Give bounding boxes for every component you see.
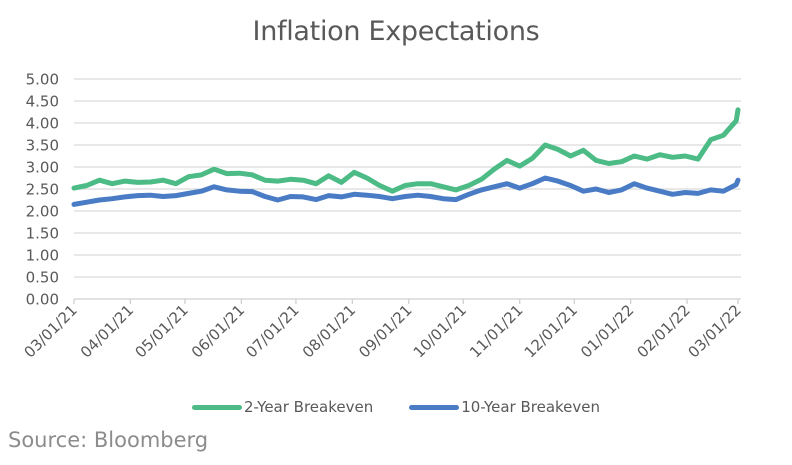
x-tick-label: 06/01/21: [188, 301, 248, 361]
x-tick-label: 07/01/21: [242, 301, 302, 361]
x-tick-label: 04/01/21: [77, 301, 137, 361]
x-tick-label: 05/01/21: [131, 301, 191, 361]
legend-swatch-2-year: [191, 404, 242, 410]
legend-label-10-year: 10-Year Breakeven: [461, 398, 601, 416]
legend-item-2-year: 2-Year Breakeven: [191, 398, 374, 416]
y-tick-label: 4.00: [26, 115, 59, 133]
y-tick-label: 3.00: [26, 159, 59, 177]
legend: 2-Year Breakeven 10-Year Breakeven: [0, 398, 792, 416]
y-tick-label: 0.50: [26, 269, 59, 287]
x-axis: 03/01/2104/01/2105/01/2106/01/2107/01/21…: [20, 298, 745, 361]
y-tick-label: 3.50: [26, 137, 59, 155]
y-tick-label: 1.00: [26, 247, 59, 265]
y-axis-ticks: 0.00 0.50 1.00 1.50 2.00 2.50 3.00 3.50 4.00 4.50…: [26, 71, 59, 309]
y-tick-label: 0.00: [26, 291, 59, 309]
legend-swatch-10-year: [409, 404, 460, 410]
x-tick-label: 03/01/21: [20, 301, 80, 361]
legend-label-2-year: 2-Year Breakeven: [243, 398, 374, 416]
series-line-10-year-breakeven: [71, 175, 741, 207]
chart-title: Inflation Expectations: [252, 16, 540, 47]
y-tick-label: 4.50: [26, 93, 59, 111]
legend-item-10-year: 10-Year Breakeven: [409, 398, 600, 416]
y-tick-label: 2.50: [26, 181, 59, 199]
x-tick-label: 08/01/21: [299, 301, 359, 361]
y-tick-label: 2.00: [26, 203, 59, 221]
x-tick-label: 11/01/21: [466, 301, 526, 361]
x-tick-label: 10/01/21: [410, 301, 470, 361]
source-note: Source: Bloomberg: [8, 428, 209, 452]
gridlines: [74, 78, 741, 278]
x-tick-label: 03/01/22: [684, 301, 744, 361]
series-line-2-year-breakeven: [71, 107, 741, 194]
x-tick-label: 01/01/22: [577, 301, 637, 361]
series-lines: [71, 107, 741, 207]
y-tick-label: 5.00: [26, 71, 59, 89]
x-tick-label: 12/01/21: [521, 301, 581, 361]
x-tick-label: 09/01/21: [355, 301, 415, 361]
x-tick-label: 02/01/22: [634, 301, 694, 361]
y-tick-label: 1.50: [26, 225, 59, 243]
